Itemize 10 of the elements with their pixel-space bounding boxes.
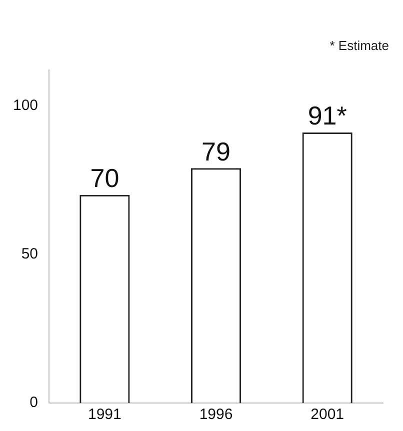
y-tick-label: 0: [30, 394, 38, 412]
y-tick-label: 50: [21, 245, 38, 262]
data-label: 91*: [308, 100, 347, 131]
x-tick-label: 1991: [88, 406, 122, 424]
data-label: 79: [202, 136, 230, 166]
data-label: 70: [90, 163, 120, 194]
text: * Estimate: [330, 38, 389, 53]
x-tick-label: 1996: [199, 406, 233, 424]
y-tick-label: 100: [12, 96, 38, 114]
x-tick-label: 2001: [310, 406, 344, 424]
